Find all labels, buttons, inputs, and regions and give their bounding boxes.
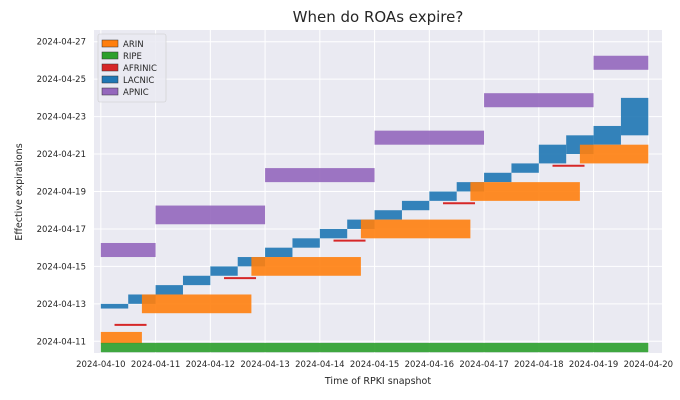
legend-frame: [97, 33, 167, 103]
arin-expiry-band: [579, 144, 649, 164]
y-tick-label: 2024-04-25: [37, 75, 86, 85]
y-tick-label: 2024-04-17: [37, 225, 86, 235]
x-tick-label: 2024-04-11: [131, 360, 180, 370]
x-tick-label: 2024-04-20: [624, 360, 673, 370]
lacnic-expiry-band: [429, 191, 457, 201]
lacnic-expiry-band: [155, 285, 183, 295]
series-afrinic: [114, 164, 585, 326]
lacnic-expiry-band: [484, 172, 512, 183]
apnic-expiry-band: [265, 168, 375, 183]
lacnic-expiry-band: [319, 228, 348, 239]
legend-label-arin: ARIN: [123, 40, 144, 50]
x-tick-label: 2024-04-18: [514, 360, 563, 370]
series-ripe: [100, 342, 649, 353]
y-axis-label: Effective expirations: [14, 143, 25, 240]
legend-label-ripe: RIPE: [123, 52, 142, 62]
arin-expiry-band: [470, 182, 580, 201]
x-tick-labels: 2024-04-10 2024-04-11 2024-04-12 2024-04-13…: [76, 360, 673, 370]
legend-label-lacnic: LACNIC: [123, 76, 154, 86]
x-tick-label: 2024-04-16: [405, 360, 454, 370]
legend-swatch-apnic: [101, 87, 119, 96]
lacnic-expiry-band: [511, 163, 539, 173]
series-apnic: [100, 55, 649, 258]
x-tick-label: 2024-04-10: [76, 360, 125, 370]
apnic-expiry-band: [484, 93, 594, 108]
arin-expiry-band: [360, 219, 471, 239]
y-tick-label: 2024-04-23: [37, 113, 86, 123]
y-tick-label: 2024-04-19: [37, 188, 86, 198]
lacnic-expiry-band: [401, 200, 430, 211]
lacnic-expiry-band: [593, 125, 621, 145]
x-tick-label: 2024-04-14: [295, 360, 344, 370]
arin-expiry-band: [100, 331, 142, 344]
y-tick-labels: 2024-04-11 2024-04-13 2024-04-15 2024-04-17…: [37, 38, 86, 348]
chart-title: When do ROAs expire?: [293, 8, 464, 26]
x-tick-label: 2024-04-13: [240, 360, 289, 370]
arin-expiry-band: [251, 257, 361, 276]
lacnic-expiry-band: [210, 266, 238, 276]
lacnic-expiry-band: [265, 247, 293, 258]
legend-swatch-ripe: [101, 51, 119, 60]
legend-label-afrinic: AFRINIC: [123, 64, 157, 74]
x-tick-label: 2024-04-15: [350, 360, 399, 370]
legend-swatch-lacnic: [101, 75, 119, 84]
x-tick-label: 2024-04-19: [569, 360, 618, 370]
series-arin: [100, 144, 649, 344]
ripe-expiry-band: [100, 342, 649, 353]
y-tick-label: 2024-04-13: [37, 300, 86, 310]
legend-swatch-afrinic: [101, 63, 119, 72]
x-tick-label: 2024-04-12: [186, 360, 235, 370]
apnic-expiry-band: [155, 205, 266, 225]
lacnic-expiry-band: [538, 144, 567, 164]
lacnic-expiry-band: [182, 275, 211, 286]
apnic-expiry-band: [100, 242, 156, 258]
legend-label-apnic: APNIC: [123, 88, 149, 98]
apnic-expiry-band: [374, 130, 485, 145]
lacnic-expiry-band: [620, 97, 649, 136]
lacnic-expiry-band: [292, 238, 320, 248]
x-tick-label: 2024-04-17: [459, 360, 508, 370]
arin-expiry-band: [141, 294, 252, 314]
x-axis-label: Time of RPKI snapshot: [324, 376, 431, 387]
lacnic-expiry-band: [374, 210, 402, 220]
lacnic-expiry-band: [100, 303, 129, 309]
legend: ARIN RIPE AFRINIC LACNIC APNIC: [97, 33, 167, 103]
data-marks: [100, 55, 649, 353]
y-tick-label: 2024-04-27: [37, 38, 86, 48]
apnic-expiry-band: [593, 55, 649, 70]
y-tick-label: 2024-04-15: [37, 262, 86, 272]
y-tick-label: 2024-04-21: [37, 150, 86, 160]
legend-swatch-arin: [101, 39, 119, 48]
y-tick-label: 2024-04-11: [37, 337, 86, 347]
